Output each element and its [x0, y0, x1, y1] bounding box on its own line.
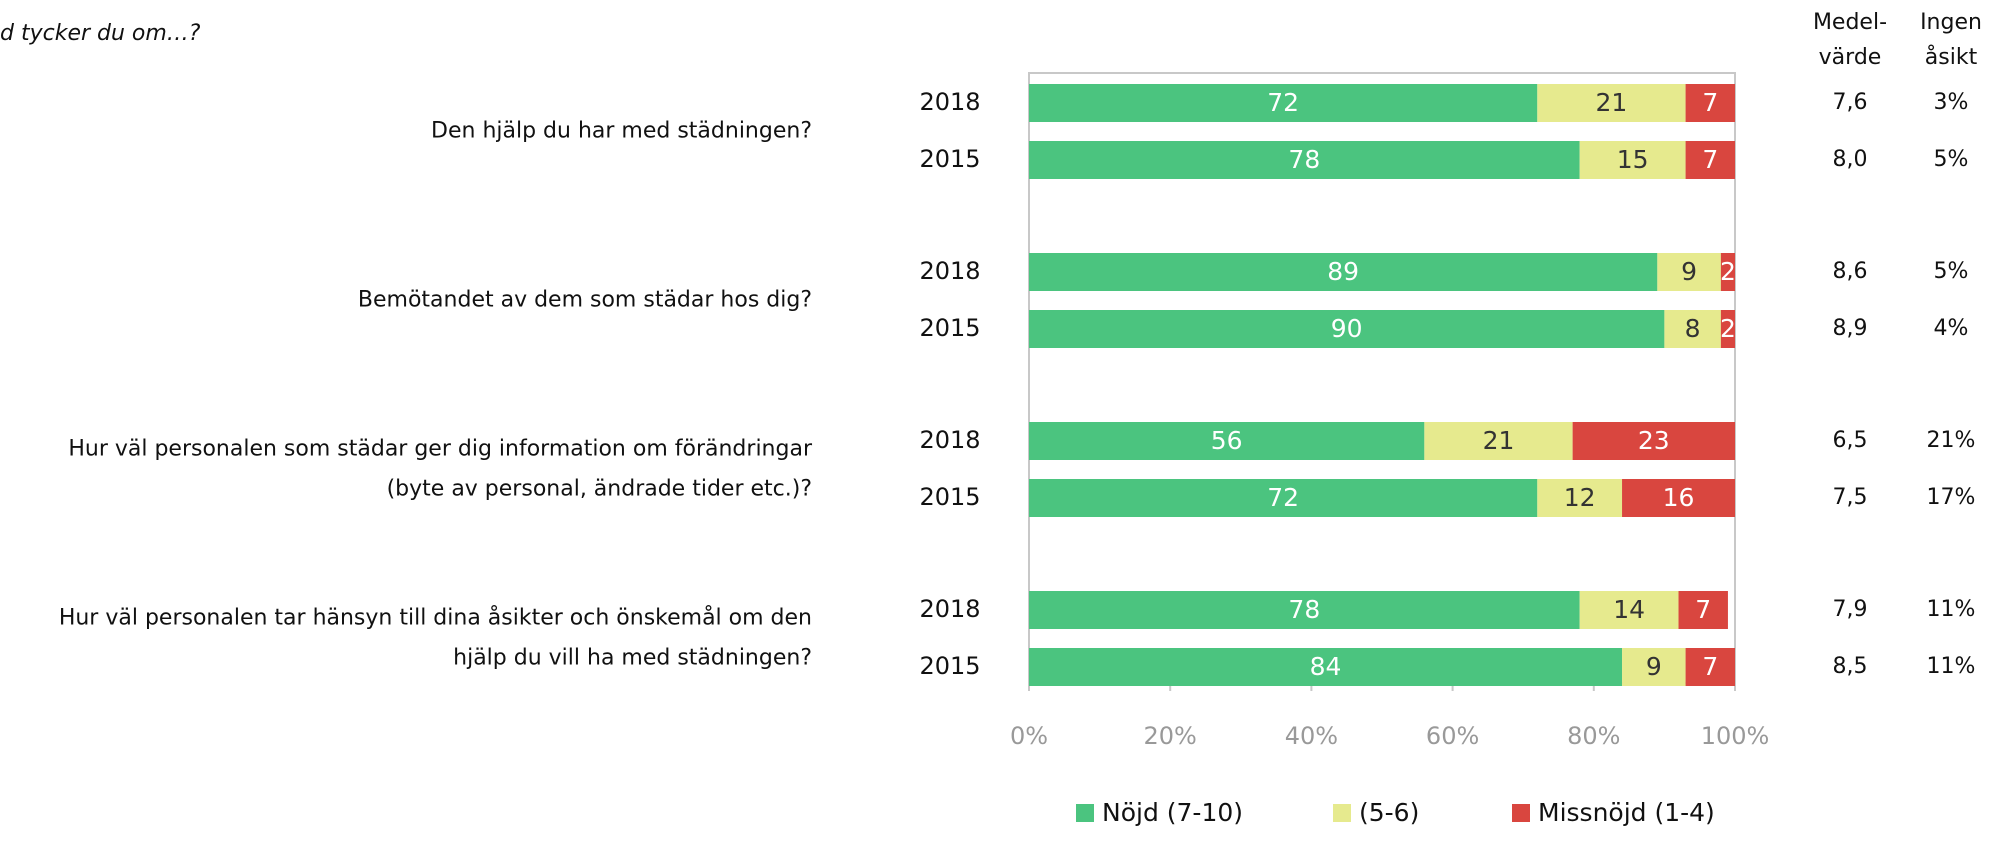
bar-segment — [1029, 422, 1425, 460]
bar-value-label: 7 — [1702, 145, 1718, 174]
year-label: 2018 — [919, 257, 980, 285]
bar-value-label: 78 — [1288, 145, 1320, 174]
column-value: 8,9 — [1833, 316, 1868, 341]
column-header: åsikt — [1925, 44, 1978, 70]
bar-value-label: 9 — [1681, 257, 1697, 286]
question-label: Bemötandet av dem som städar hos dig? — [358, 288, 812, 313]
bar-segment — [1029, 591, 1580, 629]
column-value: 6,5 — [1833, 428, 1868, 453]
bar-value-label: 21 — [1596, 88, 1628, 117]
year-label: 2015 — [919, 314, 980, 342]
column-value: 4% — [1934, 316, 1969, 341]
bar-value-label: 89 — [1327, 257, 1359, 286]
bar-segment — [1029, 310, 1665, 348]
bar-segment — [1424, 422, 1573, 460]
year-label: 2015 — [919, 145, 980, 173]
bar-segment — [1029, 253, 1658, 291]
column-value: 8,6 — [1833, 259, 1868, 284]
legend-swatch — [1333, 804, 1351, 822]
year-label: 2015 — [919, 652, 980, 680]
bar-value-label: 16 — [1663, 483, 1695, 512]
chart-title: d tycker du om…? — [0, 21, 201, 46]
bar-value-label: 23 — [1638, 426, 1670, 455]
bar-segment — [1685, 84, 1735, 122]
bar-segment — [1537, 479, 1623, 517]
bar-value-label: 2 — [1720, 257, 1736, 286]
x-tick-label: 100% — [1701, 722, 1770, 750]
bar-value-label: 2 — [1720, 314, 1736, 343]
x-tick-label: 60% — [1426, 722, 1479, 750]
column-value: 5% — [1934, 259, 1969, 284]
column-value: 7,5 — [1833, 485, 1868, 510]
bar-value-label: 7 — [1702, 652, 1718, 681]
column-value: 5% — [1934, 147, 1969, 172]
x-tick-label: 20% — [1144, 722, 1197, 750]
question-label: Hur väl personalen som städar ger dig in… — [68, 437, 813, 462]
x-tick-label: 40% — [1285, 722, 1338, 750]
question-label: Hur väl personalen tar hänsyn till dina … — [59, 605, 812, 631]
bar-value-label: 84 — [1310, 652, 1342, 681]
bar-segment — [1622, 479, 1735, 517]
bar-segment — [1664, 310, 1721, 348]
column-value: 7,6 — [1833, 90, 1868, 115]
column-value: 7,9 — [1833, 597, 1868, 622]
legend-label: (5-6) — [1359, 798, 1419, 827]
bar-value-label: 72 — [1267, 88, 1299, 117]
x-tick-label: 80% — [1567, 722, 1620, 750]
bar-segment — [1622, 648, 1686, 686]
legend-swatch — [1512, 804, 1530, 822]
bar-segment — [1720, 253, 1735, 291]
bar-segment — [1029, 84, 1538, 122]
column-value: 17% — [1927, 485, 1976, 510]
bar-segment — [1537, 84, 1686, 122]
bar-segment — [1029, 141, 1580, 179]
column-value: 11% — [1927, 597, 1976, 622]
bar-segment — [1678, 591, 1728, 629]
bar-value-label: 12 — [1564, 483, 1596, 512]
column-value: 11% — [1927, 654, 1976, 679]
bar-segment — [1720, 310, 1735, 348]
column-value: 8,0 — [1833, 147, 1868, 172]
question-label: (byte av personal, ändrade tider etc.)? — [387, 477, 812, 502]
question-label: Den hjälp du har med städningen? — [431, 119, 812, 144]
column-header: Ingen — [1920, 10, 1982, 35]
bar-value-label: 7 — [1695, 595, 1711, 624]
bar-segment — [1029, 479, 1538, 517]
bar-value-label: 8 — [1685, 314, 1701, 343]
column-value: 8,5 — [1833, 654, 1868, 679]
question-label: hjälp du vill ha med städningen? — [453, 646, 812, 671]
bar-value-label: 72 — [1267, 483, 1299, 512]
bar-value-label: 56 — [1211, 426, 1243, 455]
bar-value-label: 15 — [1617, 145, 1649, 174]
x-tick-label: 0% — [1010, 722, 1048, 750]
bar-segment — [1685, 648, 1735, 686]
bar-segment — [1029, 648, 1623, 686]
bar-value-label: 21 — [1483, 426, 1515, 455]
column-header: Medel- — [1813, 10, 1887, 35]
bar-segment — [1657, 253, 1721, 291]
year-label: 2018 — [919, 595, 980, 623]
year-label: 2018 — [919, 88, 980, 116]
bar-value-label: 78 — [1288, 595, 1320, 624]
bar-value-label: 9 — [1646, 652, 1662, 681]
column-header: värde — [1819, 45, 1882, 70]
bar-value-label: 14 — [1613, 595, 1645, 624]
legend-swatch — [1076, 804, 1094, 822]
bar-segment — [1579, 591, 1679, 629]
bar-value-label: 7 — [1702, 88, 1718, 117]
legend-label: Missnöjd (1-4) — [1538, 798, 1715, 827]
bar-segment — [1579, 141, 1686, 179]
year-label: 2015 — [919, 483, 980, 511]
column-value: 21% — [1927, 428, 1976, 453]
bar-segment — [1572, 422, 1735, 460]
bar-segment — [1685, 141, 1735, 179]
year-label: 2018 — [919, 426, 980, 454]
legend-label: Nöjd (7-10) — [1102, 798, 1243, 827]
column-value: 3% — [1934, 90, 1969, 115]
bar-value-label: 90 — [1331, 314, 1363, 343]
